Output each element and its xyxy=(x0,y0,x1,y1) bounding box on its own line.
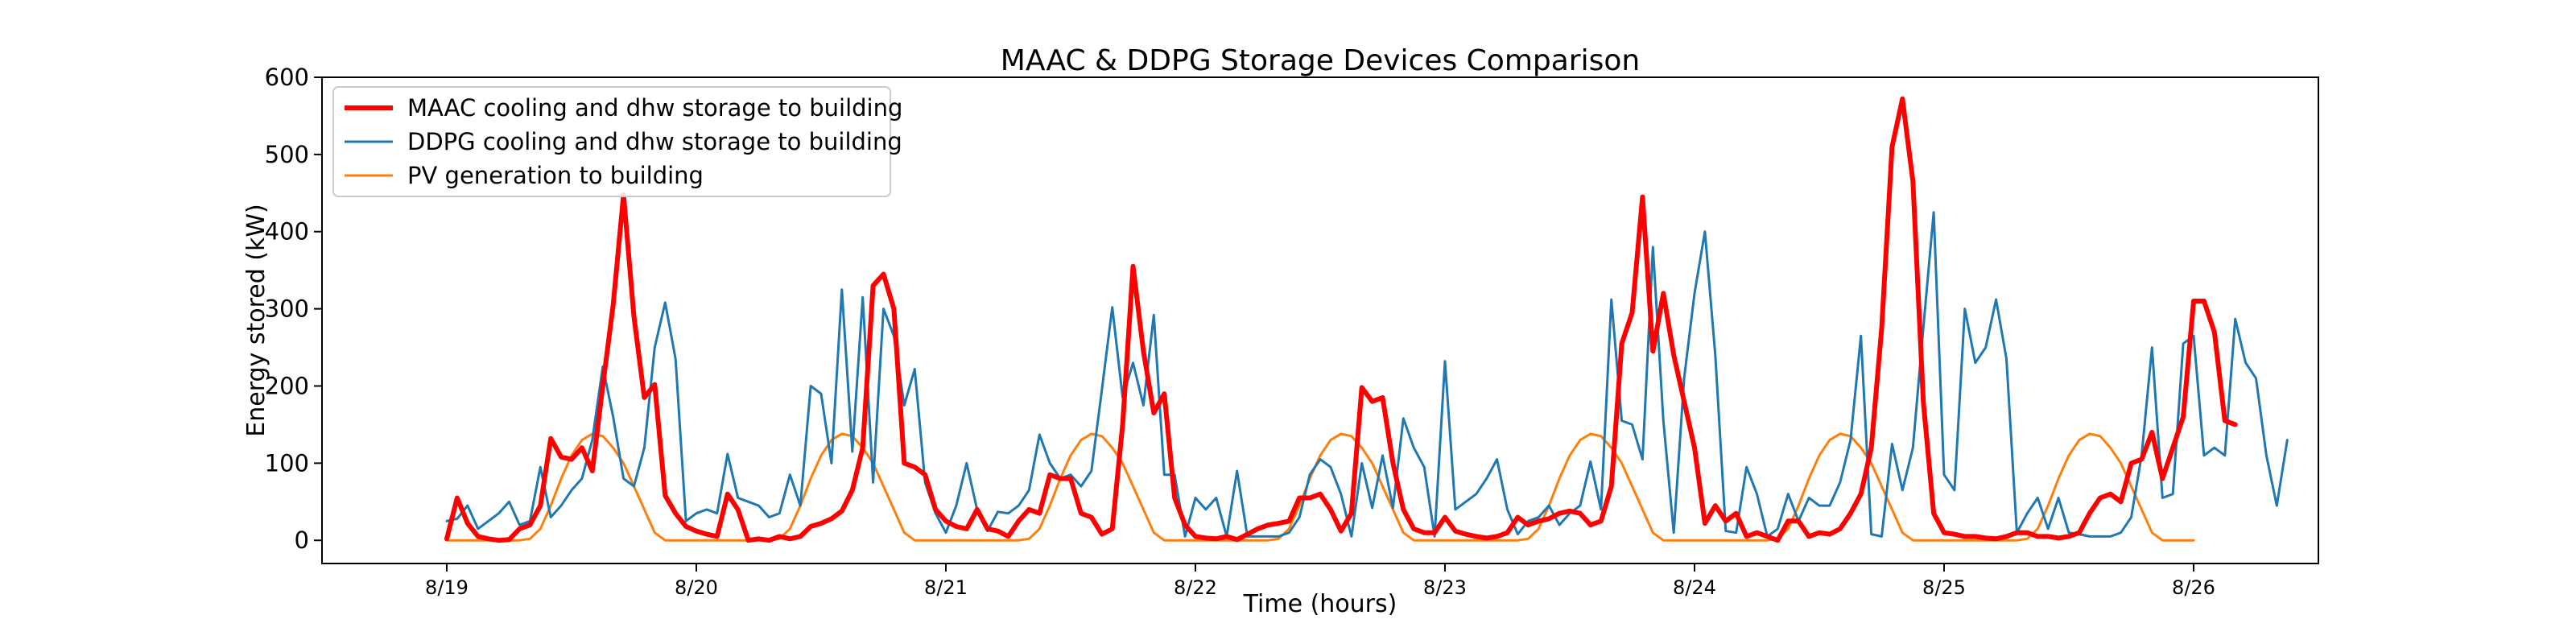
legend-label-0: MAAC cooling and dhw storage to building xyxy=(407,94,902,122)
x-axis: 8/19 8/20 8/21 8/22 8/23 8/24 8/25 8/26 xyxy=(425,564,2215,599)
y-tick-label: 600 xyxy=(265,64,309,91)
legend: MAAC cooling and dhw storage to building… xyxy=(332,86,902,197)
y-tick-label: 200 xyxy=(265,372,309,399)
y-axis-label: Energy stored (kW) xyxy=(242,204,270,436)
y-tick-label: 100 xyxy=(265,449,309,477)
x-tick-label: 8/26 xyxy=(2172,576,2215,599)
series-line-1 xyxy=(445,211,2289,538)
x-tick-label: 8/25 xyxy=(1922,576,1966,599)
legend-label-2: PV generation to building xyxy=(407,162,704,189)
legend-frame xyxy=(332,86,891,197)
x-tick-label: 8/22 xyxy=(1174,576,1217,599)
plot-area xyxy=(321,76,2319,564)
x-tick-label: 8/24 xyxy=(1673,576,1716,599)
legend-label-1: DDPG cooling and dhw storage to building xyxy=(407,128,902,155)
x-tick-label: 8/19 xyxy=(425,576,469,599)
x-axis-label: Time (hours) xyxy=(1243,590,1397,618)
x-tick-label: 8/23 xyxy=(1423,576,1467,599)
plot-frame xyxy=(321,76,2319,564)
series-line-0 xyxy=(444,96,2238,543)
y-tick-label: 500 xyxy=(265,141,309,168)
y-tick-label: 300 xyxy=(265,295,309,323)
series-layer xyxy=(444,96,2289,543)
y-tick-label: 0 xyxy=(295,526,309,554)
y-tick-label: 400 xyxy=(265,218,309,246)
legend-items: MAAC cooling and dhw storage to building… xyxy=(345,94,902,189)
x-tick-label: 8/20 xyxy=(675,576,718,599)
y-axis: 0 100 200 300 400 500 600 xyxy=(265,64,322,554)
x-tick-label: 8/21 xyxy=(924,576,968,599)
chart-title: MAAC & DDPG Storage Devices Comparison xyxy=(1001,44,1640,77)
series-line-2 xyxy=(445,432,2195,542)
